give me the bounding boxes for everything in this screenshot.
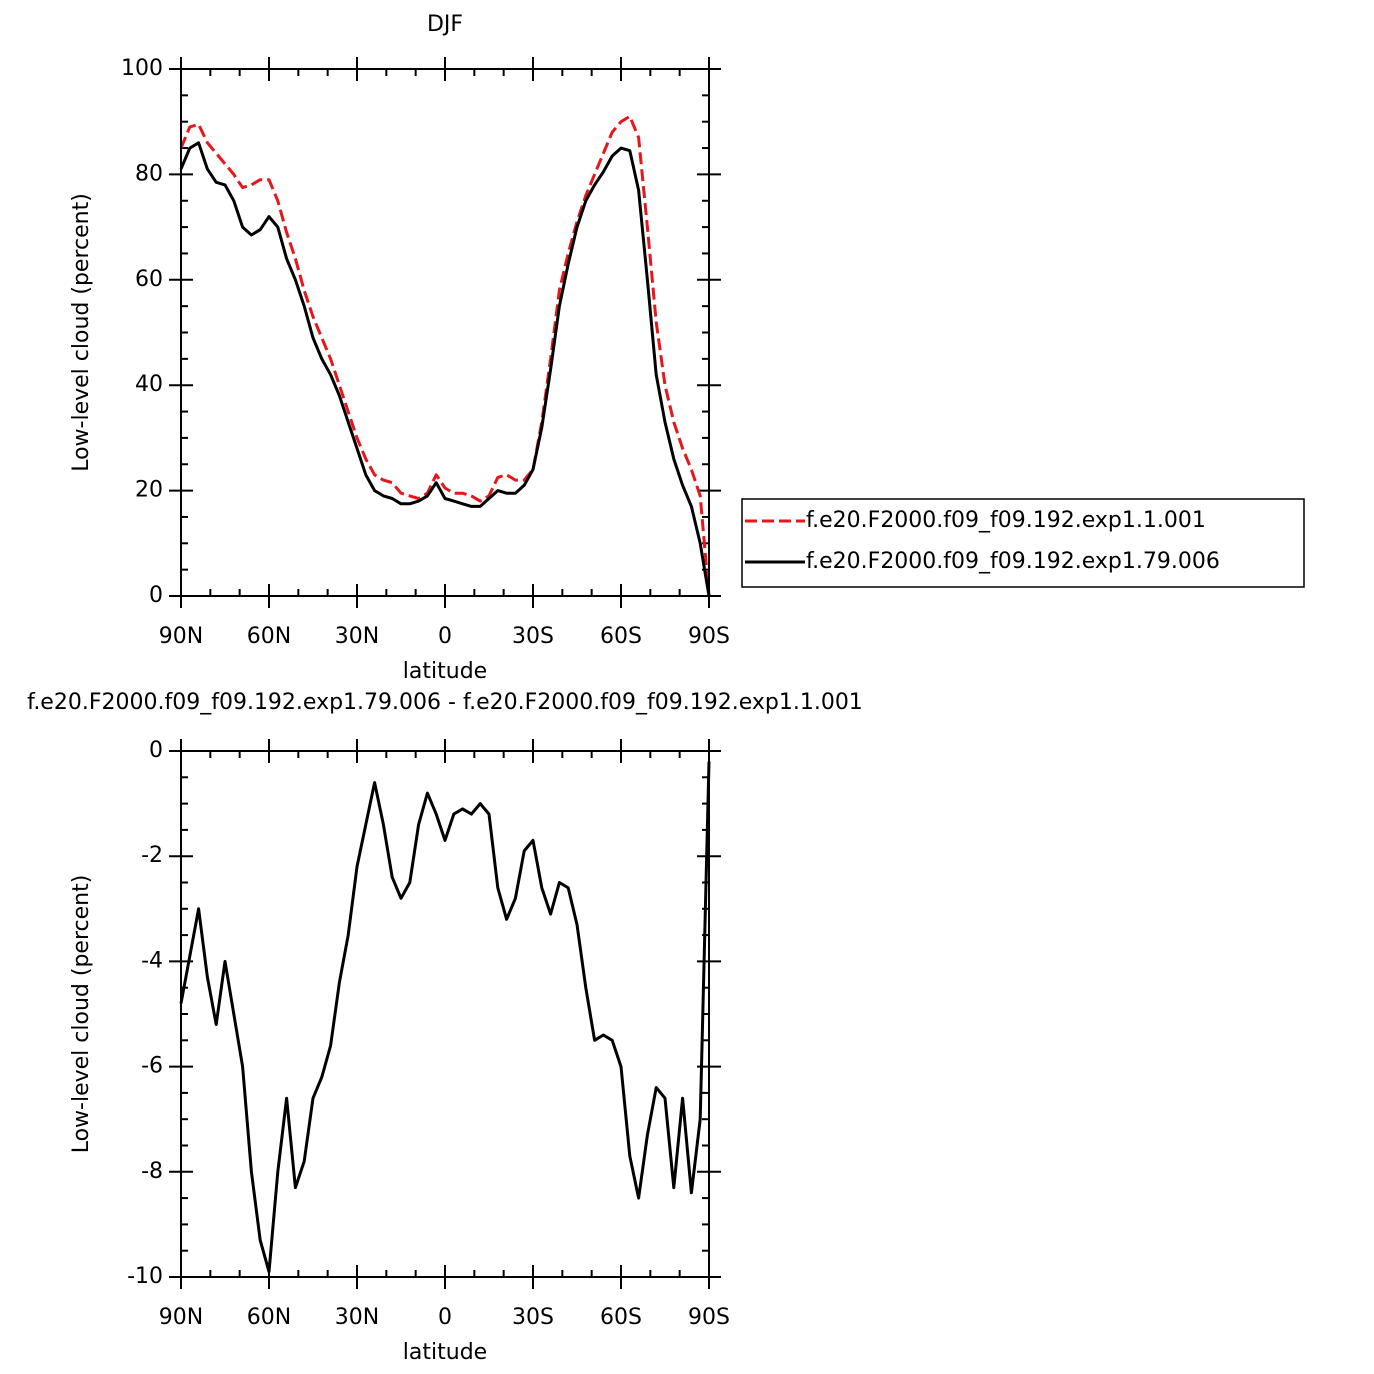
x-tick-label: 60N	[247, 624, 291, 649]
legend-box	[741, 498, 1305, 588]
x-tick-label: 60S	[600, 1305, 642, 1330]
y-tick-label: 0	[149, 583, 163, 608]
y-tick-label: 60	[135, 267, 163, 292]
y-tick-label: -2	[141, 843, 163, 868]
x-tick-label: 30N	[335, 624, 379, 649]
x-tick-label: 90S	[688, 1305, 730, 1330]
x-axis-label: latitude	[403, 1340, 487, 1365]
y-tick-label: 80	[135, 161, 163, 186]
chart-title: DJF	[427, 12, 463, 37]
y-axis-label: Low-level cloud (percent)	[69, 193, 94, 472]
plot-frame	[180, 68, 710, 597]
y-tick-label: -4	[141, 948, 163, 973]
x-tick-label: 30S	[512, 624, 554, 649]
x-tick-label: 30N	[335, 1305, 379, 1330]
chart-title: f.e20.F2000.f09_f09.192.exp1.79.006 - f.…	[27, 690, 863, 715]
y-tick-label: -6	[141, 1054, 163, 1079]
y-tick-label: -8	[141, 1159, 163, 1184]
legend-label: f.e20.F2000.f09_f09.192.exp1.79.006	[806, 549, 1220, 574]
data-line	[179, 114, 711, 597]
data-line	[179, 761, 711, 1274]
y-tick-label: -10	[127, 1264, 163, 1289]
y-tick-label: 20	[135, 478, 163, 503]
x-axis-label: latitude	[403, 659, 487, 684]
y-tick-label: 100	[121, 56, 163, 81]
x-tick-label: 30S	[512, 1305, 554, 1330]
y-tick-label: 0	[149, 738, 163, 763]
x-tick-label: 0	[438, 1305, 452, 1330]
x-tick-label: 90S	[688, 624, 730, 649]
x-tick-label: 90N	[159, 1305, 203, 1330]
x-tick-label: 60S	[600, 624, 642, 649]
y-tick-label: 40	[135, 372, 163, 397]
x-tick-label: 0	[438, 624, 452, 649]
plot-frame	[180, 750, 710, 1278]
y-axis-label: Low-level cloud (percent)	[69, 875, 94, 1154]
data-line	[179, 141, 711, 597]
x-tick-label: 60N	[247, 1305, 291, 1330]
legend-label: f.e20.F2000.f09_f09.192.exp1.1.001	[806, 508, 1206, 533]
x-tick-label: 90N	[159, 624, 203, 649]
